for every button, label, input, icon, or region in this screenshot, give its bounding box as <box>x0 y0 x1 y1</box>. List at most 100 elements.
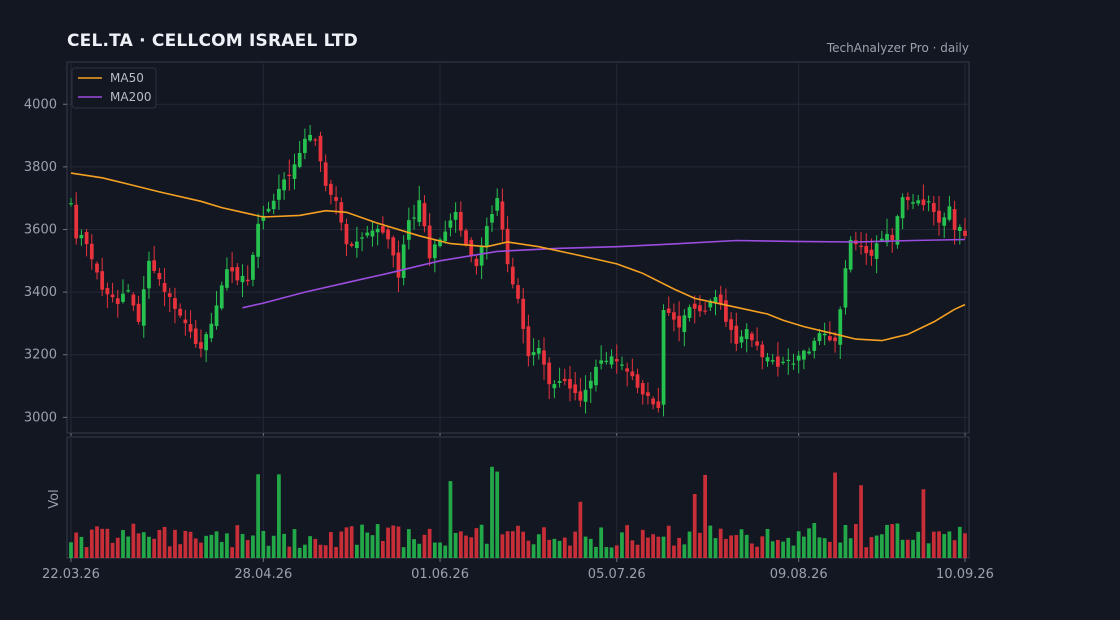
volume-bar <box>625 525 630 558</box>
candle-body <box>718 294 723 304</box>
candle-body <box>604 360 609 362</box>
volume-bar <box>744 534 749 558</box>
volume-bar <box>89 529 94 558</box>
volume-bar <box>755 546 759 558</box>
candle-body <box>490 214 494 223</box>
candle-body <box>323 162 328 186</box>
volume-bar <box>448 481 453 558</box>
candle-body <box>380 226 385 233</box>
candle-body <box>230 267 234 272</box>
volume-bar <box>422 534 427 558</box>
volume-bar <box>521 531 526 558</box>
volume-bar <box>672 545 676 558</box>
volume-bar <box>339 531 344 558</box>
volume-bar <box>703 474 707 558</box>
candle-body <box>287 174 292 177</box>
candle-body <box>646 392 650 396</box>
candle-body <box>594 366 598 386</box>
volume-panel: 22.03.26 28.04.26 01.06.26 05.07.26 09.08.26… <box>42 436 994 582</box>
volume-bar <box>885 524 889 558</box>
volume-bar <box>79 536 84 558</box>
candle-body <box>183 319 188 324</box>
volume-bar <box>167 546 172 558</box>
volume-bar <box>677 537 681 558</box>
volume-bar <box>963 533 967 558</box>
volume-bar <box>682 544 687 558</box>
volume-bar <box>178 544 183 558</box>
ma50-line <box>70 172 966 342</box>
candle-body <box>963 230 967 237</box>
candle-body <box>791 363 796 365</box>
volume-bar <box>193 538 198 558</box>
volume-bar <box>937 531 941 558</box>
volume-bar <box>349 526 354 558</box>
candle-body <box>911 202 915 204</box>
candle-body <box>822 333 827 336</box>
ma200-line <box>242 238 966 309</box>
volume-bar <box>812 523 817 558</box>
candle-body <box>360 237 364 239</box>
candle-body <box>838 309 843 345</box>
volume-bar <box>890 524 895 558</box>
volume-bar <box>900 539 905 558</box>
volume-bar <box>635 544 640 558</box>
volume-bar <box>370 535 375 558</box>
candle-body <box>469 239 474 257</box>
volume-bar <box>230 547 234 558</box>
candle-body <box>755 341 759 346</box>
candle-body <box>365 232 370 236</box>
volume-bar <box>380 541 385 558</box>
x-tick-label: 22.03.26 <box>42 567 100 582</box>
candle-body <box>329 183 333 195</box>
volume-bar <box>859 485 863 558</box>
candle-body <box>167 293 172 297</box>
volume-bar <box>479 524 484 558</box>
y-tick-label: 3800 <box>24 160 57 175</box>
volume-bar <box>573 531 578 558</box>
candle-body <box>786 359 791 361</box>
candle-body <box>926 201 931 203</box>
candle-body <box>334 196 338 201</box>
volume-bar <box>417 543 422 558</box>
candle-body <box>614 359 619 362</box>
candle-body <box>199 342 203 349</box>
candle-body <box>952 209 957 230</box>
candle-body <box>188 324 193 332</box>
candle-body <box>620 364 624 366</box>
volume-bar <box>552 538 557 558</box>
volume-bar <box>921 489 926 558</box>
volume-bar <box>121 530 125 558</box>
candle-body <box>879 238 884 241</box>
candle-body <box>833 337 837 342</box>
volume-bar <box>952 540 957 558</box>
candle-body <box>672 312 676 320</box>
candle-body <box>510 266 515 285</box>
candle-body <box>630 371 635 377</box>
volume-bar <box>713 538 718 558</box>
volume-bar <box>157 529 162 558</box>
candle-body <box>599 360 604 364</box>
candle-body <box>126 290 131 292</box>
candle-body <box>484 226 489 248</box>
candle-body <box>921 199 926 206</box>
volume-bar <box>214 531 219 558</box>
y-tick-label: 3200 <box>24 348 57 363</box>
candle-body <box>412 217 416 219</box>
volume-bar <box>905 539 910 558</box>
candle-body <box>542 350 546 365</box>
volume-bar <box>225 533 229 558</box>
volume-bar <box>666 525 671 558</box>
candle-body <box>505 228 510 265</box>
volume-bar <box>729 535 733 558</box>
volume-bar <box>188 531 193 558</box>
candle-body <box>677 315 681 328</box>
volume-bar <box>115 537 120 558</box>
volume-bar <box>568 545 572 558</box>
volume-bar <box>926 543 931 558</box>
candle-body <box>422 203 427 227</box>
volume-bar <box>557 540 562 558</box>
candle-body <box>843 268 848 308</box>
candle-body <box>729 319 733 330</box>
candle-body <box>141 289 146 326</box>
